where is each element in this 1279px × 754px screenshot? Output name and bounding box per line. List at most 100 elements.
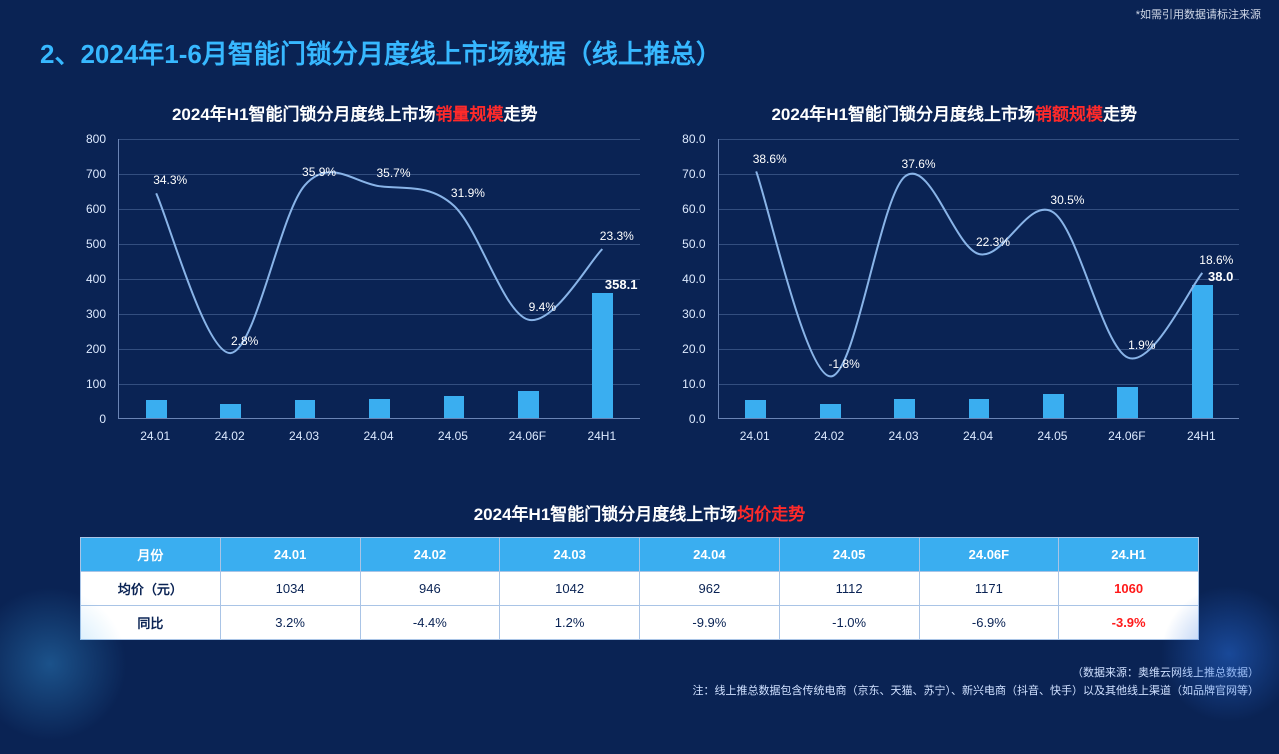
table-cell: -6.9% <box>919 606 1059 640</box>
line-label: -1.8% <box>828 357 859 371</box>
x-tick: 24.02 <box>215 429 245 443</box>
y-tick: 80.0 <box>682 132 705 146</box>
line-label: 37.6% <box>902 157 936 171</box>
table-header-cell: 24.H1 <box>1059 538 1199 572</box>
x-tick: 24.03 <box>889 429 919 443</box>
chart-right-plot: 0.010.020.030.040.050.060.070.080.038.03… <box>670 139 1240 449</box>
bar-final-label: 358.1 <box>605 277 638 292</box>
chart-left-title-post: 走势 <box>504 105 538 124</box>
line-label: 18.6% <box>1199 253 1233 267</box>
table-cell: 1112 <box>779 572 919 606</box>
table-section: 2024年H1智能门锁分月度线上市场均价走势 月份24.0124.0224.03… <box>80 500 1199 640</box>
line-label: 34.3% <box>153 173 187 187</box>
table-title-pre: 2024年H1智能门锁分月度线上市场 <box>474 505 738 524</box>
y-tick: 60.0 <box>682 202 705 216</box>
y-tick: 800 <box>86 132 106 146</box>
x-tick: 24H1 <box>1187 429 1216 443</box>
table-header-cell: 24.04 <box>640 538 780 572</box>
line-label: 2.8% <box>231 334 258 348</box>
table-cell: 1171 <box>919 572 1059 606</box>
y-tick: 70.0 <box>682 167 705 181</box>
chart-left: 2024年H1智能门锁分月度线上市场销量规模走势 010020030040050… <box>70 100 640 449</box>
x-tick: 24.04 <box>963 429 993 443</box>
y-tick: 500 <box>86 237 106 251</box>
x-tick: 24.01 <box>140 429 170 443</box>
x-tick: 24.05 <box>438 429 468 443</box>
y-tick: 300 <box>86 307 106 321</box>
x-tick: 24.03 <box>289 429 319 443</box>
table-cell: 1042 <box>500 572 640 606</box>
y-tick: 20.0 <box>682 342 705 356</box>
x-tick: 24.04 <box>363 429 393 443</box>
table-cell: 1.2% <box>500 606 640 640</box>
line-label: 31.9% <box>451 186 485 200</box>
footnote-source: （数据来源：奥维云网线上推总数据） <box>1072 664 1259 680</box>
bar <box>745 400 766 418</box>
table-header-cell: 月份 <box>81 538 221 572</box>
y-tick: 700 <box>86 167 106 181</box>
chart-right-title-accent: 销额规模 <box>1035 105 1103 124</box>
line-label: 38.6% <box>753 152 787 166</box>
bar <box>369 399 390 418</box>
footnote-channels: 注：线上推总数据包含传统电商（京东、天猫、苏宁）、新兴电商（抖音、快手）以及其他… <box>320 682 1259 698</box>
line-label: 23.3% <box>600 229 634 243</box>
table-header-cell: 24.01 <box>220 538 360 572</box>
chart-right-title: 2024年H1智能门锁分月度线上市场销额规模走势 <box>670 100 1240 125</box>
table-cell: 3.2% <box>220 606 360 640</box>
y-tick: 0.0 <box>689 412 706 426</box>
x-tick: 24.02 <box>814 429 844 443</box>
y-tick: 200 <box>86 342 106 356</box>
table-header-cell: 24.05 <box>779 538 919 572</box>
y-tick: 30.0 <box>682 307 705 321</box>
chart-left-title-accent: 销量规模 <box>436 105 504 124</box>
table-title: 2024年H1智能门锁分月度线上市场均价走势 <box>80 500 1199 525</box>
x-tick: 24.06F <box>509 429 546 443</box>
line-label: 35.7% <box>376 166 410 180</box>
bar <box>146 400 167 418</box>
bar <box>820 404 841 418</box>
price-table: 月份24.0124.0224.0324.0424.0524.06F24.H1 均… <box>80 537 1199 640</box>
y-tick: 40.0 <box>682 272 705 286</box>
table-cell: 1060 <box>1059 572 1199 606</box>
line-label: 9.4% <box>529 300 556 314</box>
table-row-label: 均价（元） <box>81 572 221 606</box>
x-tick: 24H1 <box>587 429 616 443</box>
x-tick: 24.06F <box>1108 429 1145 443</box>
chart-right-title-post: 走势 <box>1103 105 1137 124</box>
chart-right: 2024年H1智能门锁分月度线上市场销额规模走势 0.0 10.0 20.0 30.0… <box>670 100 1240 449</box>
table-cell: 1034 <box>220 572 360 606</box>
bar-final-label: 38.0 <box>1208 269 1233 284</box>
table-header-cell: 24.02 <box>360 538 500 572</box>
table-title-accent: 均价走势 <box>737 505 805 524</box>
bar <box>1117 387 1138 419</box>
y-tick: 10.0 <box>682 377 705 391</box>
bar <box>444 396 465 418</box>
table-cell: -4.4% <box>360 606 500 640</box>
line-label: 1.9% <box>1128 338 1155 352</box>
y-tick: 600 <box>86 202 106 216</box>
bar <box>1043 394 1064 419</box>
line-label: 30.5% <box>1050 193 1084 207</box>
y-tick: 50.0 <box>682 237 705 251</box>
table-cell: -9.9% <box>640 606 780 640</box>
x-tick: 24.05 <box>1037 429 1067 443</box>
y-tick: 100 <box>86 377 106 391</box>
chart-right-title-pre: 2024年H1智能门锁分月度线上市场 <box>771 105 1035 124</box>
line-label: 22.3% <box>976 235 1010 249</box>
bar <box>518 391 539 418</box>
table-cell: 946 <box>360 572 500 606</box>
page-title: 2、2024年1-6月智能门锁分月度线上市场数据（线上推总） <box>40 34 722 71</box>
chart-left-title: 2024年H1智能门锁分月度线上市场销量规模走势 <box>70 100 640 125</box>
table-header-cell: 24.06F <box>919 538 1059 572</box>
table-cell: -3.9% <box>1059 606 1199 640</box>
bar <box>969 399 990 418</box>
bar <box>592 293 613 418</box>
table-header-cell: 24.03 <box>500 538 640 572</box>
bar <box>894 399 915 418</box>
y-tick: 400 <box>86 272 106 286</box>
charts-row: 2024年H1智能门锁分月度线上市场销量规模走势 010020030040050… <box>70 100 1239 449</box>
chart-left-plot: 0100200300400500600700800358.134.3%2.8%3… <box>70 139 640 449</box>
chart-left-title-pre: 2024年H1智能门锁分月度线上市场 <box>172 105 436 124</box>
line-label: 35.9% <box>302 165 336 179</box>
bar <box>295 400 316 418</box>
